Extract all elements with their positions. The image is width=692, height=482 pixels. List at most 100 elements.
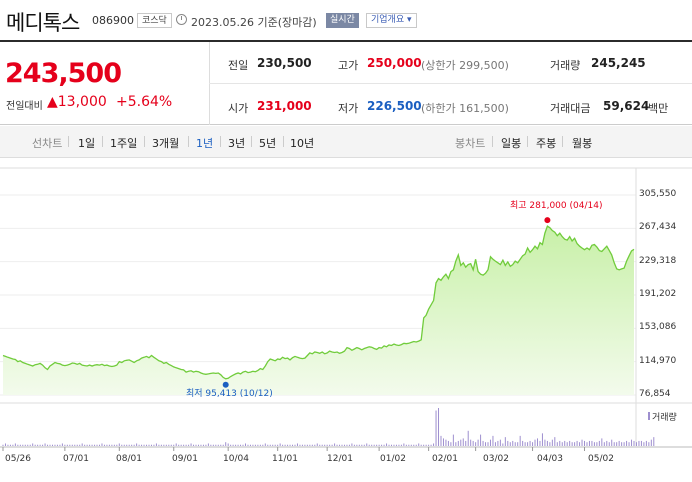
volume-bar [193, 444, 195, 446]
tab-line-chart[interactable]: 선차트 [32, 137, 63, 150]
volume-bar [121, 444, 123, 446]
divider [527, 136, 528, 147]
tab-3m[interactable]: 3개월 [152, 137, 180, 150]
volume-bar [294, 444, 296, 446]
volume-bar [606, 440, 608, 446]
volume-bar [264, 443, 266, 446]
volume-bar [653, 437, 655, 446]
volume-bar [79, 444, 81, 446]
volume-bar [185, 444, 187, 446]
volume-bar [588, 440, 590, 446]
volume-bar [319, 444, 321, 446]
volume-bar [49, 444, 51, 446]
x-tick-label: 05/02 [588, 454, 614, 464]
volume-bar [430, 444, 432, 446]
volume-bar [103, 444, 105, 446]
volume-bar [17, 444, 19, 446]
volume-bar [467, 430, 469, 446]
volume-bar [559, 440, 561, 446]
price-summary: 243,500 전일대비 ▲13,000 +5.64% 전일 230,500 고… [0, 40, 692, 125]
volume-bar [324, 444, 326, 446]
change-label: 전일대비 [6, 101, 43, 112]
volume-bar [249, 444, 251, 446]
volume-bar [235, 444, 237, 446]
price-area-fill [3, 226, 634, 395]
volume-bar [571, 442, 573, 446]
volume-bar [460, 439, 462, 446]
base-date: 2023.05.26 기준(장마감) [191, 16, 317, 29]
volume-bar [566, 442, 568, 446]
volume-bar [220, 444, 222, 446]
chart-tabs: 선차트 1일 1주일 3개월 1년 3년 5년 10년 봉차트 일봉 주봉 월봉 [0, 126, 692, 158]
stock-code: 086900 [92, 14, 134, 27]
y-tick-label: 76,854 [639, 389, 671, 399]
volume-bar [517, 442, 519, 446]
market-badge: 코스닥 [137, 13, 172, 28]
volume-bar [631, 439, 633, 446]
tab-5y[interactable]: 5년 [259, 137, 277, 150]
volume-bar [272, 444, 274, 446]
volume-bar [14, 443, 16, 446]
volume-bar [386, 443, 388, 446]
volume-bar [485, 442, 487, 446]
volume-bar [59, 444, 61, 446]
volume-bar [284, 444, 286, 446]
volume-bar [259, 444, 261, 446]
volume-bar [470, 439, 472, 446]
volume-bar [74, 444, 76, 446]
tab-daily[interactable]: 일봉 [501, 137, 522, 150]
volume-bar [425, 444, 427, 446]
volume-bar [358, 444, 360, 446]
volume-bar [64, 444, 66, 446]
tab-1d[interactable]: 1일 [78, 137, 96, 150]
volume-bar [477, 439, 479, 446]
prev-close-label: 전일 [228, 59, 249, 72]
tab-weekly[interactable]: 주봉 [536, 137, 557, 150]
volume-bar [507, 440, 509, 446]
volume-bar [529, 440, 531, 446]
tab-candle-chart[interactable]: 봉차트 [455, 137, 486, 150]
volume-bar [368, 444, 370, 446]
chart-low-annotation: 최저 95,413 (10/12) [186, 389, 273, 399]
volume-bar [133, 444, 135, 446]
tab-3y[interactable]: 3년 [228, 137, 246, 150]
volume-bar [339, 444, 341, 446]
tab-1w[interactable]: 1주일 [110, 137, 138, 150]
volume-bar [128, 444, 130, 446]
volume-bar [351, 443, 353, 446]
volume-bar [618, 440, 620, 446]
volume-bar [462, 438, 464, 446]
volume-bar [136, 443, 138, 446]
volume-bar [593, 442, 595, 446]
volume-bar [546, 440, 548, 446]
volume-bar [148, 444, 150, 446]
low-label: 저가 [338, 102, 359, 115]
volume-bar [296, 443, 298, 446]
volume-bar [596, 442, 598, 446]
volume-bar [91, 444, 93, 446]
volume-bar [410, 444, 412, 446]
prev-close-value: 230,500 [257, 56, 312, 70]
volume-bar [165, 444, 167, 446]
volume-bar [475, 442, 477, 446]
volume-bar [7, 444, 9, 446]
y-tick-label: 229,318 [639, 256, 677, 266]
tab-1y[interactable]: 1년 [196, 137, 214, 150]
volume-bar [81, 443, 83, 446]
x-tick-label: 05/26 [5, 454, 31, 464]
volume-bar [363, 444, 365, 446]
company-overview-dropdown[interactable]: 기업개요 ▾ [366, 13, 417, 28]
x-tick-label: 08/01 [116, 454, 142, 464]
volume-bar [569, 440, 571, 446]
realtime-button[interactable]: 실시간 [326, 13, 359, 28]
volume-bar [32, 443, 34, 446]
volume-bar [61, 443, 63, 446]
volume-bar [306, 444, 308, 446]
tab-monthly[interactable]: 월봉 [572, 137, 593, 150]
tab-10y[interactable]: 10년 [290, 137, 315, 150]
volume-bar [247, 444, 249, 446]
lower-limit: (하한가 161,500) [421, 102, 509, 115]
x-tick-label: 09/01 [172, 454, 198, 464]
volume-bar [225, 442, 227, 446]
volume-bar [309, 444, 311, 446]
